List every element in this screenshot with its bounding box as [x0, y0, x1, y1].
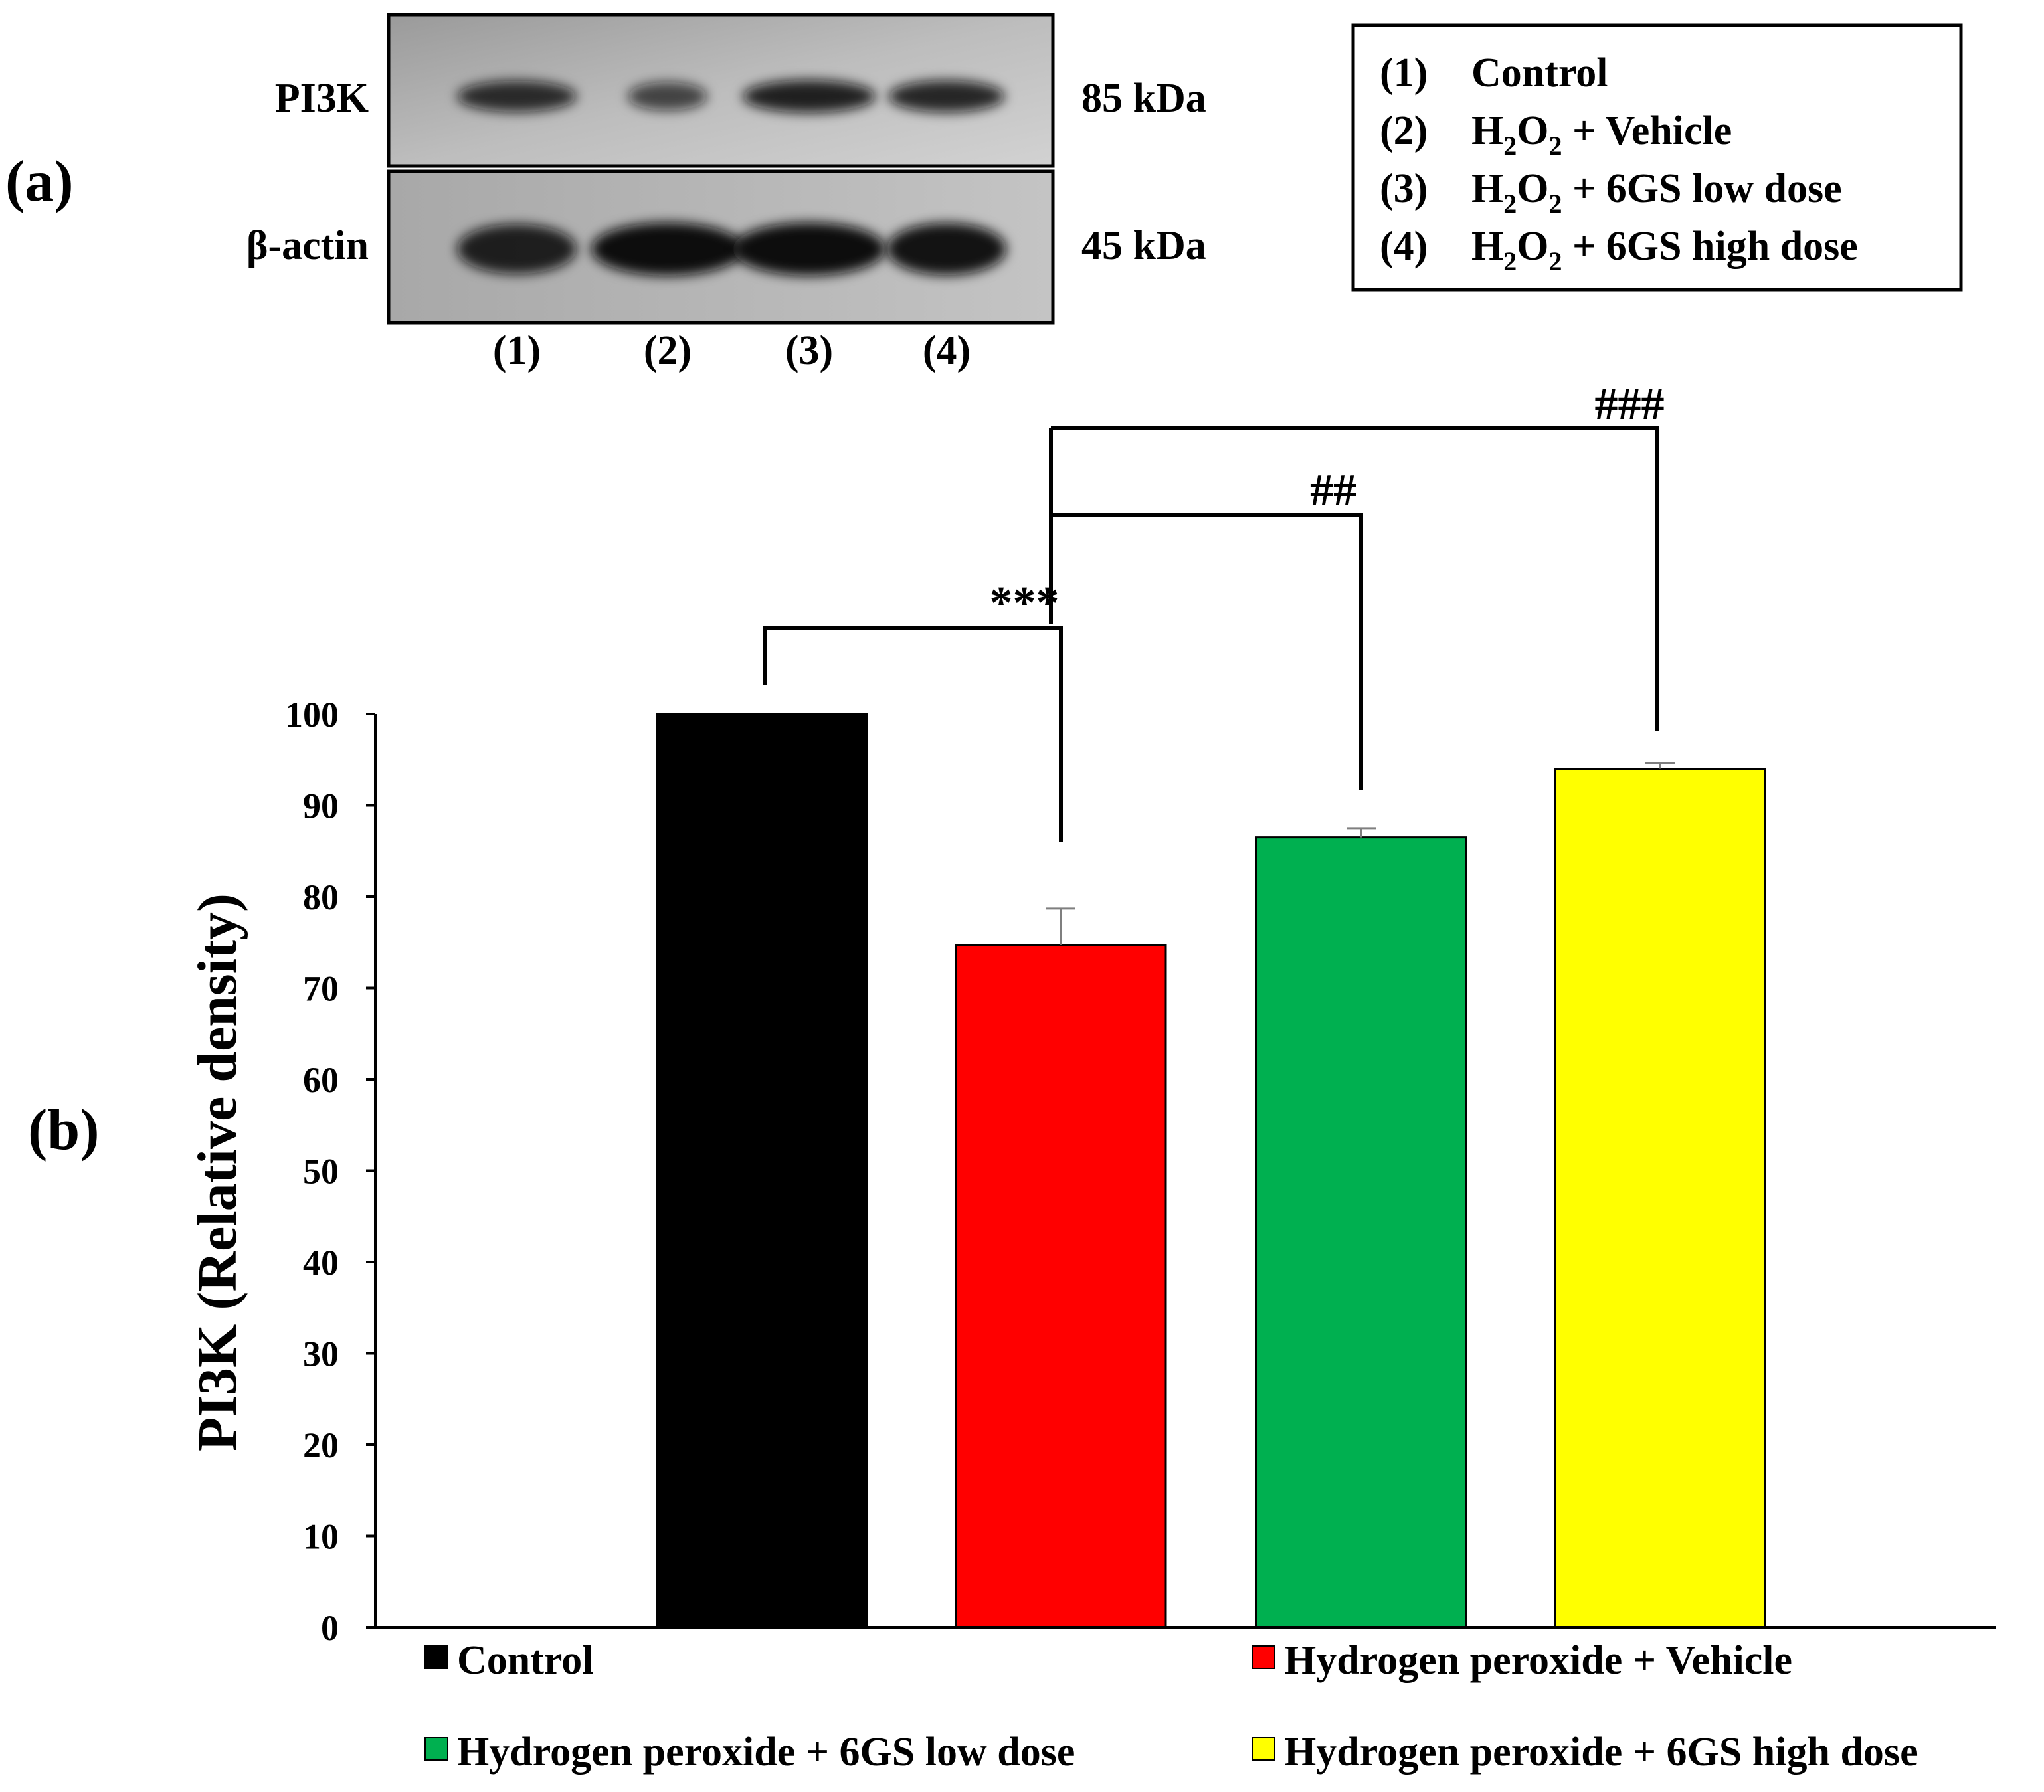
lane-label: (4)	[923, 328, 971, 373]
significance-bracket	[1051, 426, 1659, 731]
legend-swatch	[424, 1645, 448, 1669]
lane-label: (2)	[644, 328, 692, 373]
significance-bracket	[1051, 513, 1363, 790]
lane-label: (3)	[785, 328, 833, 373]
key-text-control: Control	[1471, 50, 1608, 96]
y-tick-label: 70	[303, 969, 339, 1009]
key-text-vehicle: H2O2 + Vehicle	[1471, 108, 1732, 161]
significance-brackets: ***#####	[763, 379, 1665, 842]
significance-bracket	[763, 626, 1063, 842]
y-tick-label: 40	[303, 1243, 339, 1283]
legend-label: Hydrogen peroxide + Vehicle	[1284, 1638, 1792, 1683]
y-axis: 0 10 20 30 40 50 60 70 80 90 100	[285, 695, 377, 1648]
y-tick-label: 50	[303, 1152, 339, 1192]
key-text-low-dose: H2O2 + 6GS low dose	[1471, 166, 1842, 219]
key-number: (2)	[1380, 108, 1428, 153]
legend-swatch	[1252, 1645, 1275, 1669]
y-tick-label: 60	[303, 1060, 339, 1100]
legend-label: Hydrogen peroxide + 6GS low dose	[457, 1730, 1075, 1775]
y-tick-label: 100	[285, 695, 339, 735]
chart-legend: Control Hydrogen peroxide + Vehicle Hydrog…	[424, 1638, 1918, 1775]
bar	[955, 944, 1167, 1629]
bar	[656, 713, 868, 1629]
y-tick-label: 20	[303, 1425, 339, 1465]
legend-label: Hydrogen peroxide + 6GS high dose	[1284, 1730, 1918, 1775]
blot-band	[743, 80, 876, 113]
y-tick-label: 0	[321, 1608, 339, 1648]
blot-row-label-pi3k: PI3K	[275, 76, 369, 121]
blot-band	[733, 223, 885, 276]
legend-label: Control	[457, 1638, 594, 1683]
significance-label: ###	[1595, 379, 1665, 430]
blot-band	[591, 223, 744, 276]
key-number: (4)	[1380, 224, 1428, 269]
y-tick-label: 80	[303, 877, 339, 917]
blot-band	[457, 80, 577, 112]
lane-key-box	[1351, 23, 1963, 292]
blot-band	[628, 82, 707, 111]
lane-label: (1)	[493, 328, 541, 373]
blot-row-label-actin: β-actin	[246, 223, 369, 268]
bar	[1554, 768, 1766, 1629]
lane-key: (1) Control (2) H2O2 + Vehicle (3) H2O2 …	[1351, 23, 1963, 292]
y-tick-label: 90	[303, 786, 339, 826]
key-text-high-dose: H2O2 + 6GS high dose	[1471, 224, 1858, 276]
blot-bands-pi3k	[457, 80, 1005, 113]
bars	[656, 713, 1766, 1629]
blot-band	[888, 80, 1005, 112]
legend-swatch	[1252, 1737, 1275, 1761]
blot-mw-actin: 45 kDa	[1081, 223, 1206, 268]
western-blot: PI3K β-actin 85 kDa 45 kDa (1) (2) (3) (…	[246, 13, 1206, 373]
blot-band	[887, 223, 1006, 276]
bar-chart: PI3K (Relative density) 0 10 20 30 40 50 60 70 8…	[187, 379, 1996, 1775]
blot-bands-actin	[457, 223, 1006, 276]
significance-label: ##	[1310, 465, 1356, 516]
legend-swatch	[424, 1737, 448, 1761]
key-number: (1)	[1380, 50, 1428, 96]
blot-mw-pi3k: 85 kDa	[1081, 76, 1206, 121]
y-axis-label: PI3K (Relative density)	[187, 893, 248, 1451]
blot-band	[457, 224, 577, 274]
key-number: (3)	[1380, 166, 1428, 211]
y-tick-label: 10	[303, 1517, 339, 1557]
y-tick-label: 30	[303, 1334, 339, 1374]
panel-a-label: (a)	[5, 149, 74, 214]
bar	[1255, 836, 1467, 1629]
significance-label: ***	[990, 578, 1060, 629]
panel-b-label: (b)	[28, 1098, 100, 1162]
